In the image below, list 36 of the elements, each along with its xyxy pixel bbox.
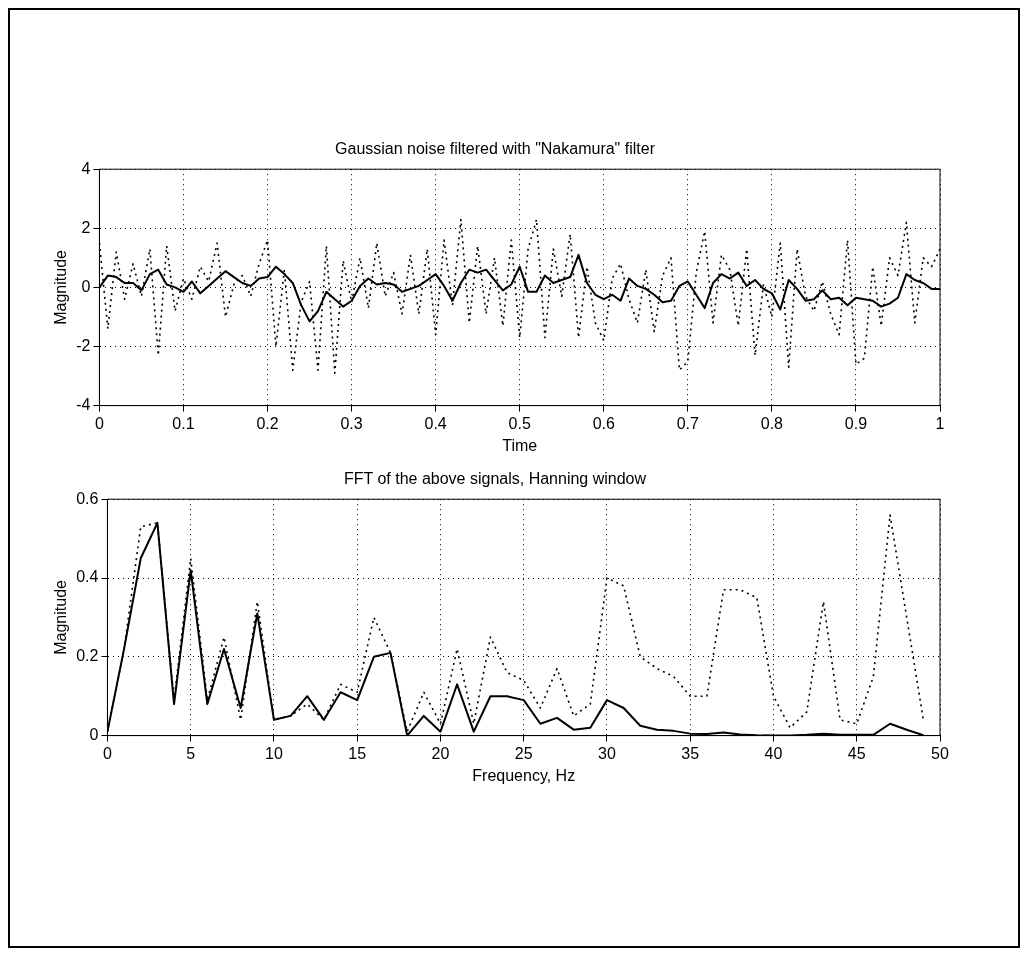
y-tick-label: 0.6 bbox=[76, 489, 99, 507]
x-tick-label: 0.2 bbox=[256, 414, 279, 432]
x-tick-label: 0.4 bbox=[424, 414, 447, 432]
x-tick-label: 0 bbox=[102, 744, 112, 762]
x-tick-label: 20 bbox=[431, 744, 450, 762]
y-tick-label: 2 bbox=[81, 218, 91, 236]
x-tick-label: 0.8 bbox=[760, 414, 784, 432]
x-tick-label: 25 bbox=[514, 744, 533, 762]
x-axis-title: Frequency, Hz bbox=[472, 766, 576, 784]
x-tick-label: 15 bbox=[348, 744, 367, 762]
x-tick-label: 35 bbox=[681, 744, 700, 762]
y-tick-label: -4 bbox=[76, 396, 91, 414]
y-axis-title: Magnitude bbox=[52, 249, 70, 325]
x-tick-label: 30 bbox=[598, 744, 616, 762]
x-axis-title: Time bbox=[502, 436, 538, 454]
y-tick-label: 0.2 bbox=[76, 647, 99, 665]
x-tick-label: 1 bbox=[935, 414, 945, 432]
x-tick-label: 0.9 bbox=[844, 414, 868, 432]
y-tick-label: 0 bbox=[81, 277, 91, 295]
x-tick-label: 0.7 bbox=[676, 414, 700, 432]
y-axis-title: Magnitude bbox=[52, 579, 70, 655]
x-tick-label: 0.1 bbox=[172, 414, 195, 432]
x-tick-label: 0.5 bbox=[508, 414, 531, 432]
chart-title: FFT of the above signals, Hanning window bbox=[343, 470, 647, 488]
y-tick-label: 0 bbox=[89, 726, 99, 744]
y-tick-label: -2 bbox=[76, 336, 91, 354]
y-tick-label: 4 bbox=[81, 159, 91, 177]
x-tick-label: 45 bbox=[847, 744, 866, 762]
x-tick-label: 40 bbox=[764, 744, 783, 762]
x-tick-label: 50 bbox=[931, 744, 949, 762]
x-tick-label: 0.3 bbox=[340, 414, 363, 432]
x-tick-label: 0.6 bbox=[592, 414, 615, 432]
y-tick-label: 0.4 bbox=[76, 568, 99, 586]
chart-title: Gaussian noise filtered with "Nakamura" filter bbox=[335, 140, 656, 158]
x-tick-label: 10 bbox=[265, 744, 283, 762]
x-tick-label: 5 bbox=[186, 744, 196, 762]
